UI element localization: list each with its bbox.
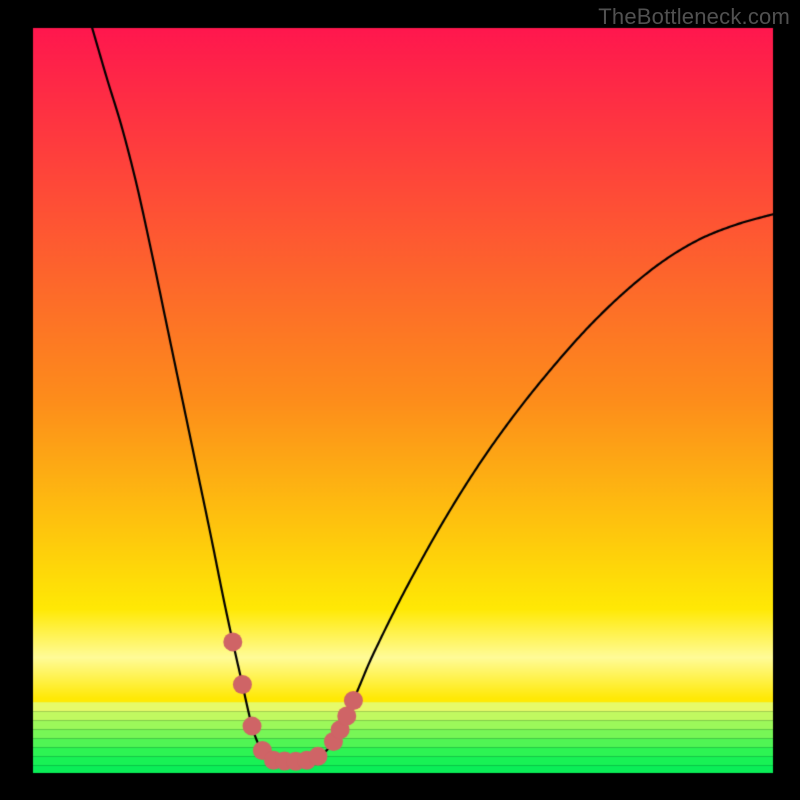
watermark-text: TheBottleneck.com [598, 4, 790, 30]
bottleneck-curve-chart [0, 0, 800, 800]
